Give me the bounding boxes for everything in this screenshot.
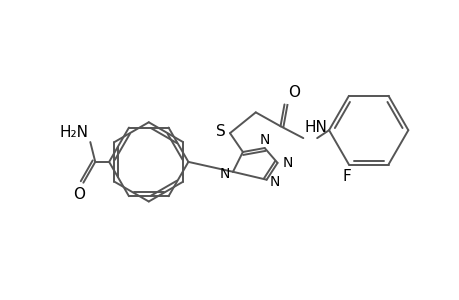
Text: N: N [219,167,230,181]
Text: N: N [269,175,279,189]
Text: N: N [282,156,292,170]
Text: N: N [259,133,269,147]
Text: O: O [288,85,300,100]
Text: S: S [216,124,225,139]
Text: H₂N: H₂N [59,125,88,140]
Text: HN: HN [304,120,326,135]
Text: O: O [73,187,85,202]
Text: F: F [342,169,351,184]
